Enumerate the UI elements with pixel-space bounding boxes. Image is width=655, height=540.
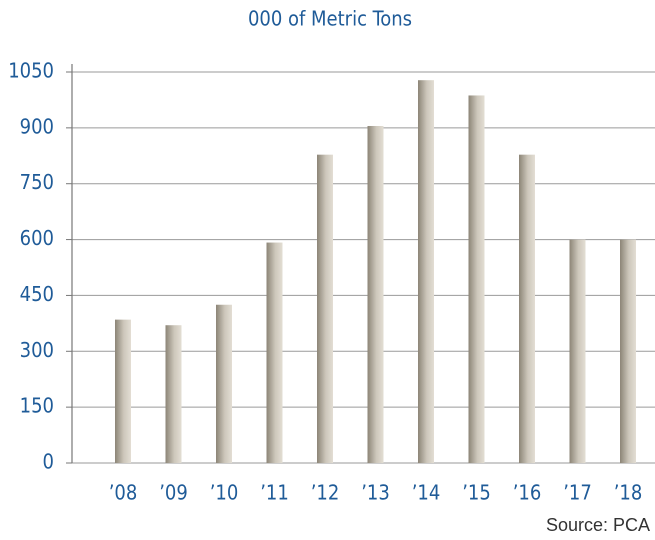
bar — [115, 319, 131, 463]
bar — [266, 242, 283, 463]
bar — [216, 304, 232, 463]
bar — [418, 80, 434, 463]
x-tick-label: ’17 — [563, 481, 592, 505]
bar — [165, 325, 182, 463]
x-tick-label: ’10 — [210, 481, 239, 505]
y-tick-label: 1050 — [8, 59, 54, 83]
bar — [620, 239, 636, 463]
y-tick-label: 300 — [20, 338, 54, 362]
y-tick-label: 450 — [20, 282, 54, 306]
x-tick-label: ’11 — [260, 481, 289, 505]
x-tick-label: ’09 — [159, 481, 188, 505]
x-tick-label: ’15 — [462, 481, 491, 505]
x-tick-label: ’14 — [412, 481, 441, 505]
y-tick-label: 150 — [20, 394, 54, 418]
bar — [367, 125, 384, 463]
bar — [468, 95, 485, 464]
y-tick-label: 0 — [43, 450, 54, 474]
bar — [317, 154, 333, 463]
bar — [519, 154, 535, 463]
x-tick-label: ’18 — [614, 481, 643, 505]
x-tick-label: ’08 — [109, 481, 138, 505]
y-tick-label: 600 — [20, 226, 54, 250]
y-tick-label: 750 — [20, 170, 54, 194]
x-tick-label: ’16 — [513, 481, 542, 505]
x-tick-label: ’13 — [361, 481, 390, 505]
y-tick-label: 900 — [20, 114, 54, 138]
x-tick-label: ’12 — [311, 481, 340, 505]
bar — [569, 239, 586, 463]
source-note: Source: PCA — [546, 515, 650, 535]
chart-title: 000 of Metric Tons — [248, 7, 412, 31]
